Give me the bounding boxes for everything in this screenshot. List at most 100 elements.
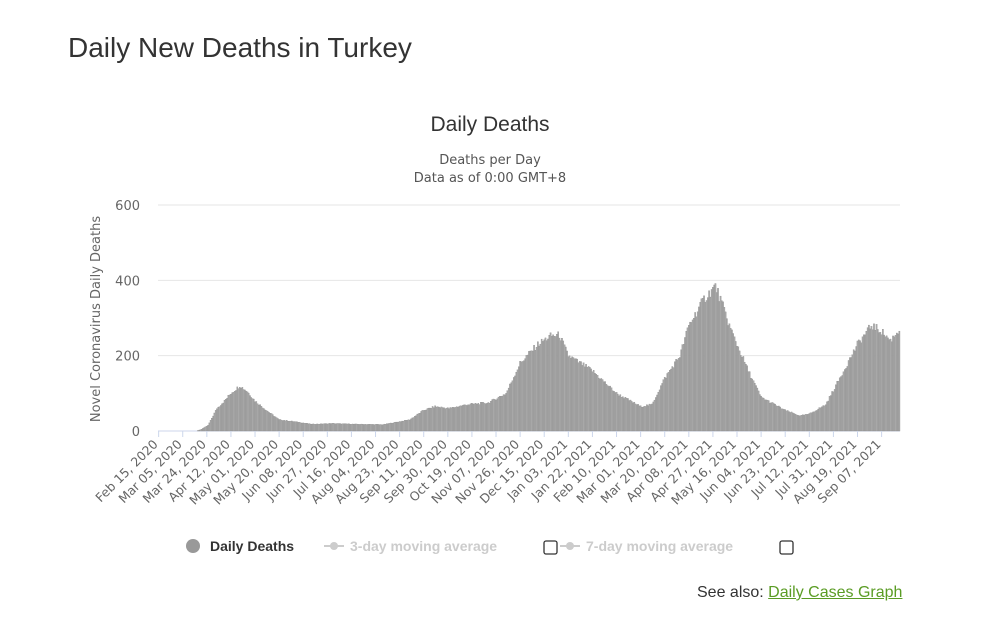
bar-daily-deaths[interactable] (898, 330, 901, 432)
bar-daily-deaths[interactable] (334, 423, 336, 432)
bar-daily-deaths[interactable] (202, 428, 204, 432)
bar-daily-deaths[interactable] (419, 413, 421, 432)
bar-daily-deaths[interactable] (302, 422, 305, 432)
bar-daily-deaths[interactable] (278, 419, 280, 432)
bar-daily-deaths[interactable] (528, 351, 530, 432)
bar-daily-deaths[interactable] (407, 419, 410, 432)
bar-daily-deaths[interactable] (682, 344, 685, 432)
bar-daily-deaths[interactable] (414, 416, 416, 432)
bar-daily-deaths[interactable] (637, 404, 639, 432)
bar-daily-deaths[interactable] (880, 334, 883, 432)
bar-daily-deaths[interactable] (331, 423, 334, 432)
bar-daily-deaths[interactable] (206, 425, 208, 432)
bar-daily-deaths[interactable] (221, 403, 223, 432)
bar-daily-deaths[interactable] (601, 379, 604, 432)
bar-daily-deaths[interactable] (226, 397, 228, 432)
bar-daily-deaths[interactable] (740, 355, 742, 432)
bar-daily-deaths[interactable] (373, 424, 376, 432)
bar-daily-deaths[interactable] (797, 415, 799, 432)
bar-daily-deaths[interactable] (529, 350, 532, 432)
bar-daily-deaths[interactable] (405, 420, 407, 432)
bar-daily-deaths[interactable] (377, 424, 379, 432)
bar-daily-deaths[interactable] (743, 361, 746, 432)
bar-daily-deaths[interactable] (251, 398, 254, 432)
bar-daily-deaths[interactable] (628, 400, 630, 432)
bar-daily-deaths[interactable] (638, 405, 641, 432)
bar-daily-deaths[interactable] (320, 423, 322, 432)
bar-daily-deaths[interactable] (382, 424, 384, 432)
bar-daily-deaths[interactable] (831, 391, 833, 432)
bar-daily-deaths[interactable] (713, 284, 715, 432)
bar-daily-deaths[interactable] (199, 429, 202, 432)
bar-daily-deaths[interactable] (857, 339, 860, 432)
bar-daily-deaths[interactable] (412, 417, 415, 432)
bar-daily-deaths[interactable] (273, 416, 275, 432)
bar-daily-deaths[interactable] (649, 404, 652, 432)
bar-daily-deaths[interactable] (318, 423, 321, 432)
bar-daily-deaths[interactable] (878, 332, 880, 432)
bar-daily-deaths[interactable] (764, 399, 766, 432)
bar-daily-deaths[interactable] (893, 336, 896, 432)
bar-daily-deaths[interactable] (450, 407, 453, 432)
legend-item[interactable]: 3-day moving average (324, 538, 497, 554)
bar-daily-deaths[interactable] (629, 399, 632, 432)
bar-daily-deaths[interactable] (496, 398, 499, 432)
bar-daily-deaths[interactable] (759, 394, 761, 432)
bar-daily-deaths[interactable] (587, 366, 590, 432)
bar-daily-deaths[interactable] (208, 422, 211, 432)
bar-daily-deaths[interactable] (521, 361, 524, 432)
bar-daily-deaths[interactable] (428, 407, 430, 432)
bar-daily-deaths[interactable] (534, 350, 537, 432)
bar-daily-deaths[interactable] (462, 404, 464, 432)
bar-daily-deaths[interactable] (816, 410, 818, 432)
bar-daily-deaths[interactable] (526, 354, 529, 432)
bar-daily-deaths[interactable] (662, 379, 665, 432)
bar-daily-deaths[interactable] (336, 423, 339, 432)
bar-daily-deaths[interactable] (515, 371, 518, 432)
bar-daily-deaths[interactable] (368, 424, 370, 432)
bar-daily-deaths[interactable] (766, 399, 769, 432)
bar-daily-deaths[interactable] (439, 407, 441, 432)
bar-daily-deaths[interactable] (292, 421, 294, 432)
bar-daily-deaths[interactable] (506, 390, 509, 432)
bar-daily-deaths[interactable] (213, 412, 216, 432)
bar-daily-deaths[interactable] (741, 357, 743, 432)
bar-daily-deaths[interactable] (769, 402, 771, 432)
bar-daily-deaths[interactable] (845, 368, 847, 432)
bar-daily-deaths[interactable] (327, 423, 330, 432)
bar-daily-deaths[interactable] (235, 390, 237, 432)
bar-daily-deaths[interactable] (339, 423, 341, 432)
bar-daily-deaths[interactable] (753, 382, 756, 432)
bar-daily-deaths[interactable] (675, 359, 677, 432)
bar-daily-deaths[interactable] (304, 423, 307, 432)
bar-daily-deaths[interactable] (454, 407, 457, 432)
bar-daily-deaths[interactable] (871, 329, 874, 432)
bar-daily-deaths[interactable] (417, 413, 420, 432)
bar-daily-deaths[interactable] (589, 367, 591, 432)
bar-daily-deaths[interactable] (693, 318, 695, 432)
bar-daily-deaths[interactable] (222, 402, 225, 432)
bar-daily-deaths[interactable] (505, 393, 507, 432)
bar-daily-deaths[interactable] (609, 385, 611, 432)
bar-daily-deaths[interactable] (491, 399, 494, 432)
bar-daily-deaths[interactable] (556, 334, 558, 432)
bar-daily-deaths[interactable] (343, 423, 345, 432)
bar-daily-deaths[interactable] (897, 333, 899, 432)
bar-daily-deaths[interactable] (717, 288, 719, 432)
bar-daily-deaths[interactable] (274, 416, 277, 432)
bar-daily-deaths[interactable] (282, 420, 284, 432)
bar-daily-deaths[interactable] (444, 408, 447, 432)
bar-daily-deaths[interactable] (547, 338, 549, 432)
bar-daily-deaths[interactable] (570, 358, 572, 432)
bar-daily-deaths[interactable] (748, 371, 751, 432)
bar-daily-deaths[interactable] (463, 404, 466, 432)
bar-daily-deaths[interactable] (771, 402, 774, 432)
bar-daily-deaths[interactable] (865, 331, 868, 432)
bar-daily-deaths[interactable] (247, 392, 250, 432)
bar-daily-deaths[interactable] (497, 396, 500, 432)
bar-daily-deaths[interactable] (854, 350, 856, 432)
bar-daily-deaths[interactable] (301, 422, 303, 432)
bar-daily-deaths[interactable] (388, 423, 391, 432)
bar-daily-deaths[interactable] (329, 423, 331, 432)
bar-daily-deaths[interactable] (611, 390, 614, 432)
